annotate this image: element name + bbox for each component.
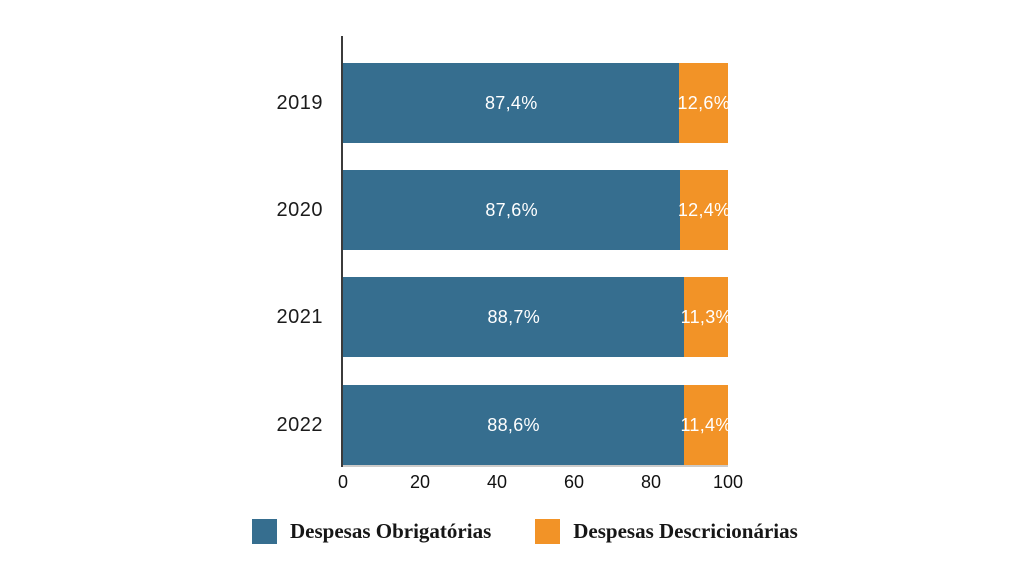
legend-item-descricionarias: Despesas Descricionárias [535, 519, 798, 544]
bar-segment-descricionarias-2019: 12,6% [677, 63, 731, 143]
y-axis-label-2022: 2022 [276, 414, 323, 436]
x-tick-label-40: 40 [486, 472, 508, 492]
y-axis-line [341, 36, 343, 467]
bar-value-label: 12,4% [677, 199, 731, 220]
bar-row-2022: 88,6% 11,4% [343, 385, 731, 465]
bar-segment-descricionarias-2020: 12,4% [677, 170, 731, 250]
legend-swatch-icon [535, 519, 561, 544]
x-tick-label-60: 60 [563, 472, 585, 492]
x-tick-label-20: 20 [409, 472, 431, 492]
bar-segment-descricionarias-2022: 11,4% [680, 385, 731, 465]
legend-label: Despesas Descricionárias [573, 519, 798, 543]
x-tick-label-0: 0 [337, 472, 349, 492]
y-axis-label-2021: 2021 [276, 306, 323, 328]
bar-row-2020: 87,6% 12,4% [343, 170, 731, 250]
bar-value-label: 12,6% [677, 92, 731, 113]
bar-row-2019: 87,4% 12,6% [343, 63, 731, 143]
bar-value-label: 88,6% [487, 414, 540, 435]
plot-area: 87,4% 12,6% 87,6% 12,4% 88,7% 11,3% 88,6% 11,4%… [338, 36, 743, 492]
legend-item-obrigatorias: Despesas Obrigatórias [252, 519, 491, 544]
bar-value-label: 88,7% [487, 306, 541, 327]
bar-segment-obrigatorias-2021: 88,7% [343, 277, 685, 357]
legend-label: Despesas Obrigatórias [290, 519, 492, 543]
bar-value-label: 11,3% [680, 306, 732, 327]
y-axis-label-2020: 2020 [276, 199, 323, 221]
x-axis-baseline [343, 465, 728, 467]
bar-value-label: 11,4% [680, 414, 732, 435]
y-axis-label-2019: 2019 [276, 92, 323, 114]
bar-segment-obrigatorias-2020: 87,6% [343, 170, 681, 250]
legend: Despesas Obrigatórias Despesas Descricion… [252, 519, 798, 544]
bar-row-2021: 88,7% 11,3% [343, 277, 732, 357]
bar-segment-obrigatorias-2022: 88,6% [343, 385, 685, 465]
x-tick-label-80: 80 [640, 472, 662, 492]
bar-segment-descricionarias-2021: 11,3% [681, 277, 732, 357]
x-tick-label-100: 100 [712, 472, 744, 492]
bar-segment-obrigatorias-2019: 87,4% [343, 63, 680, 143]
bar-value-label: 87,6% [485, 199, 538, 220]
bar-value-label: 87,4% [484, 92, 538, 113]
legend-swatch-icon [252, 519, 277, 544]
